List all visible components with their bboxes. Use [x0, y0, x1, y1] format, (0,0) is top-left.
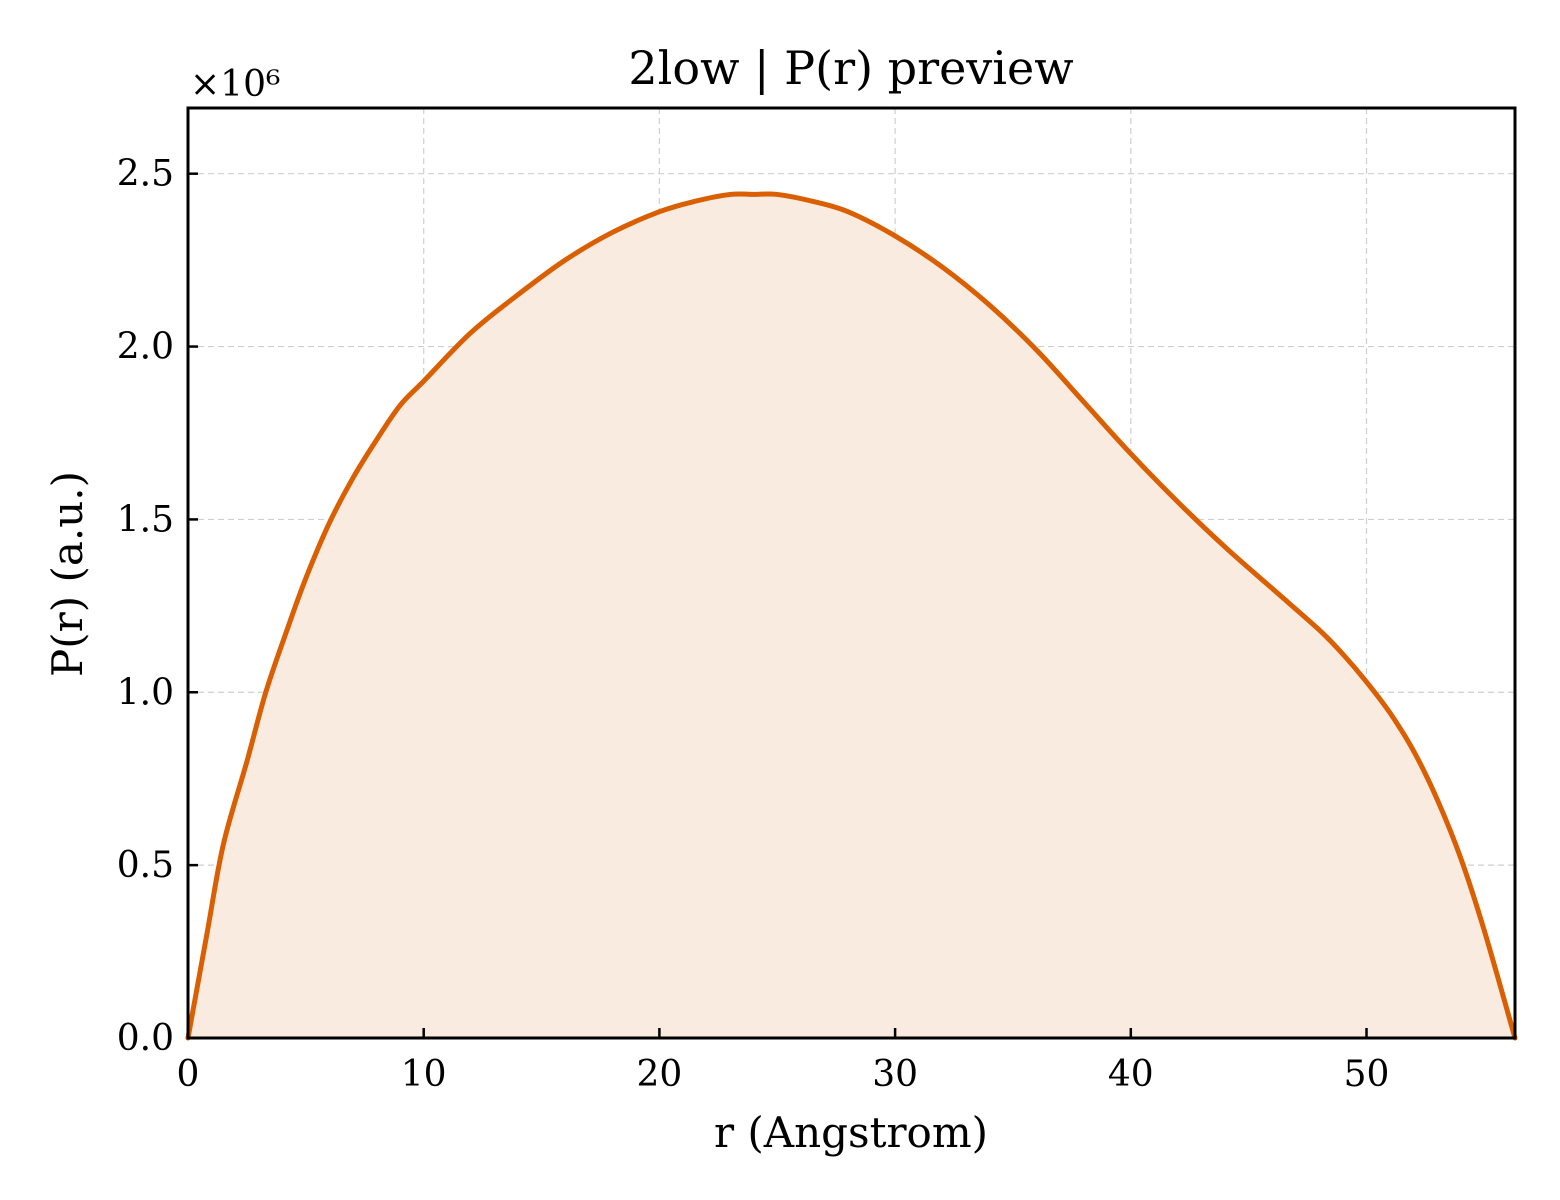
x-axis-label: r (Angstrom) [714, 1108, 988, 1157]
chart-title: 2low | P(r) preview [628, 41, 1073, 95]
y-tick-label: 1.0 [117, 672, 174, 713]
x-tick-label: 30 [872, 1054, 918, 1095]
x-tick-label: 50 [1344, 1054, 1390, 1095]
y-axis-label: P(r) (a.u.) [43, 471, 92, 677]
y-scale-label: ×10⁶ [190, 64, 280, 105]
axis-ticks: 0 10 20 30 40 50 0.0 0.5 1.0 1.5 2.0 2.5 [117, 154, 1390, 1095]
x-tick-label: 10 [401, 1054, 447, 1095]
y-tick-label: 0.5 [117, 845, 174, 886]
plot-frame [186, 106, 1517, 1040]
y-tick-label: 0.0 [117, 1018, 174, 1059]
x-tick-label: 0 [177, 1054, 200, 1095]
area-fill [188, 193, 1515, 1038]
y-tick-label: 2.5 [117, 154, 174, 195]
y-tick-label: 2.0 [117, 327, 174, 368]
y-tick-label: 1.5 [117, 499, 174, 540]
series-line [185, 191, 1518, 1041]
x-tick-label: 40 [1108, 1054, 1154, 1095]
x-tick-label: 20 [636, 1054, 682, 1095]
